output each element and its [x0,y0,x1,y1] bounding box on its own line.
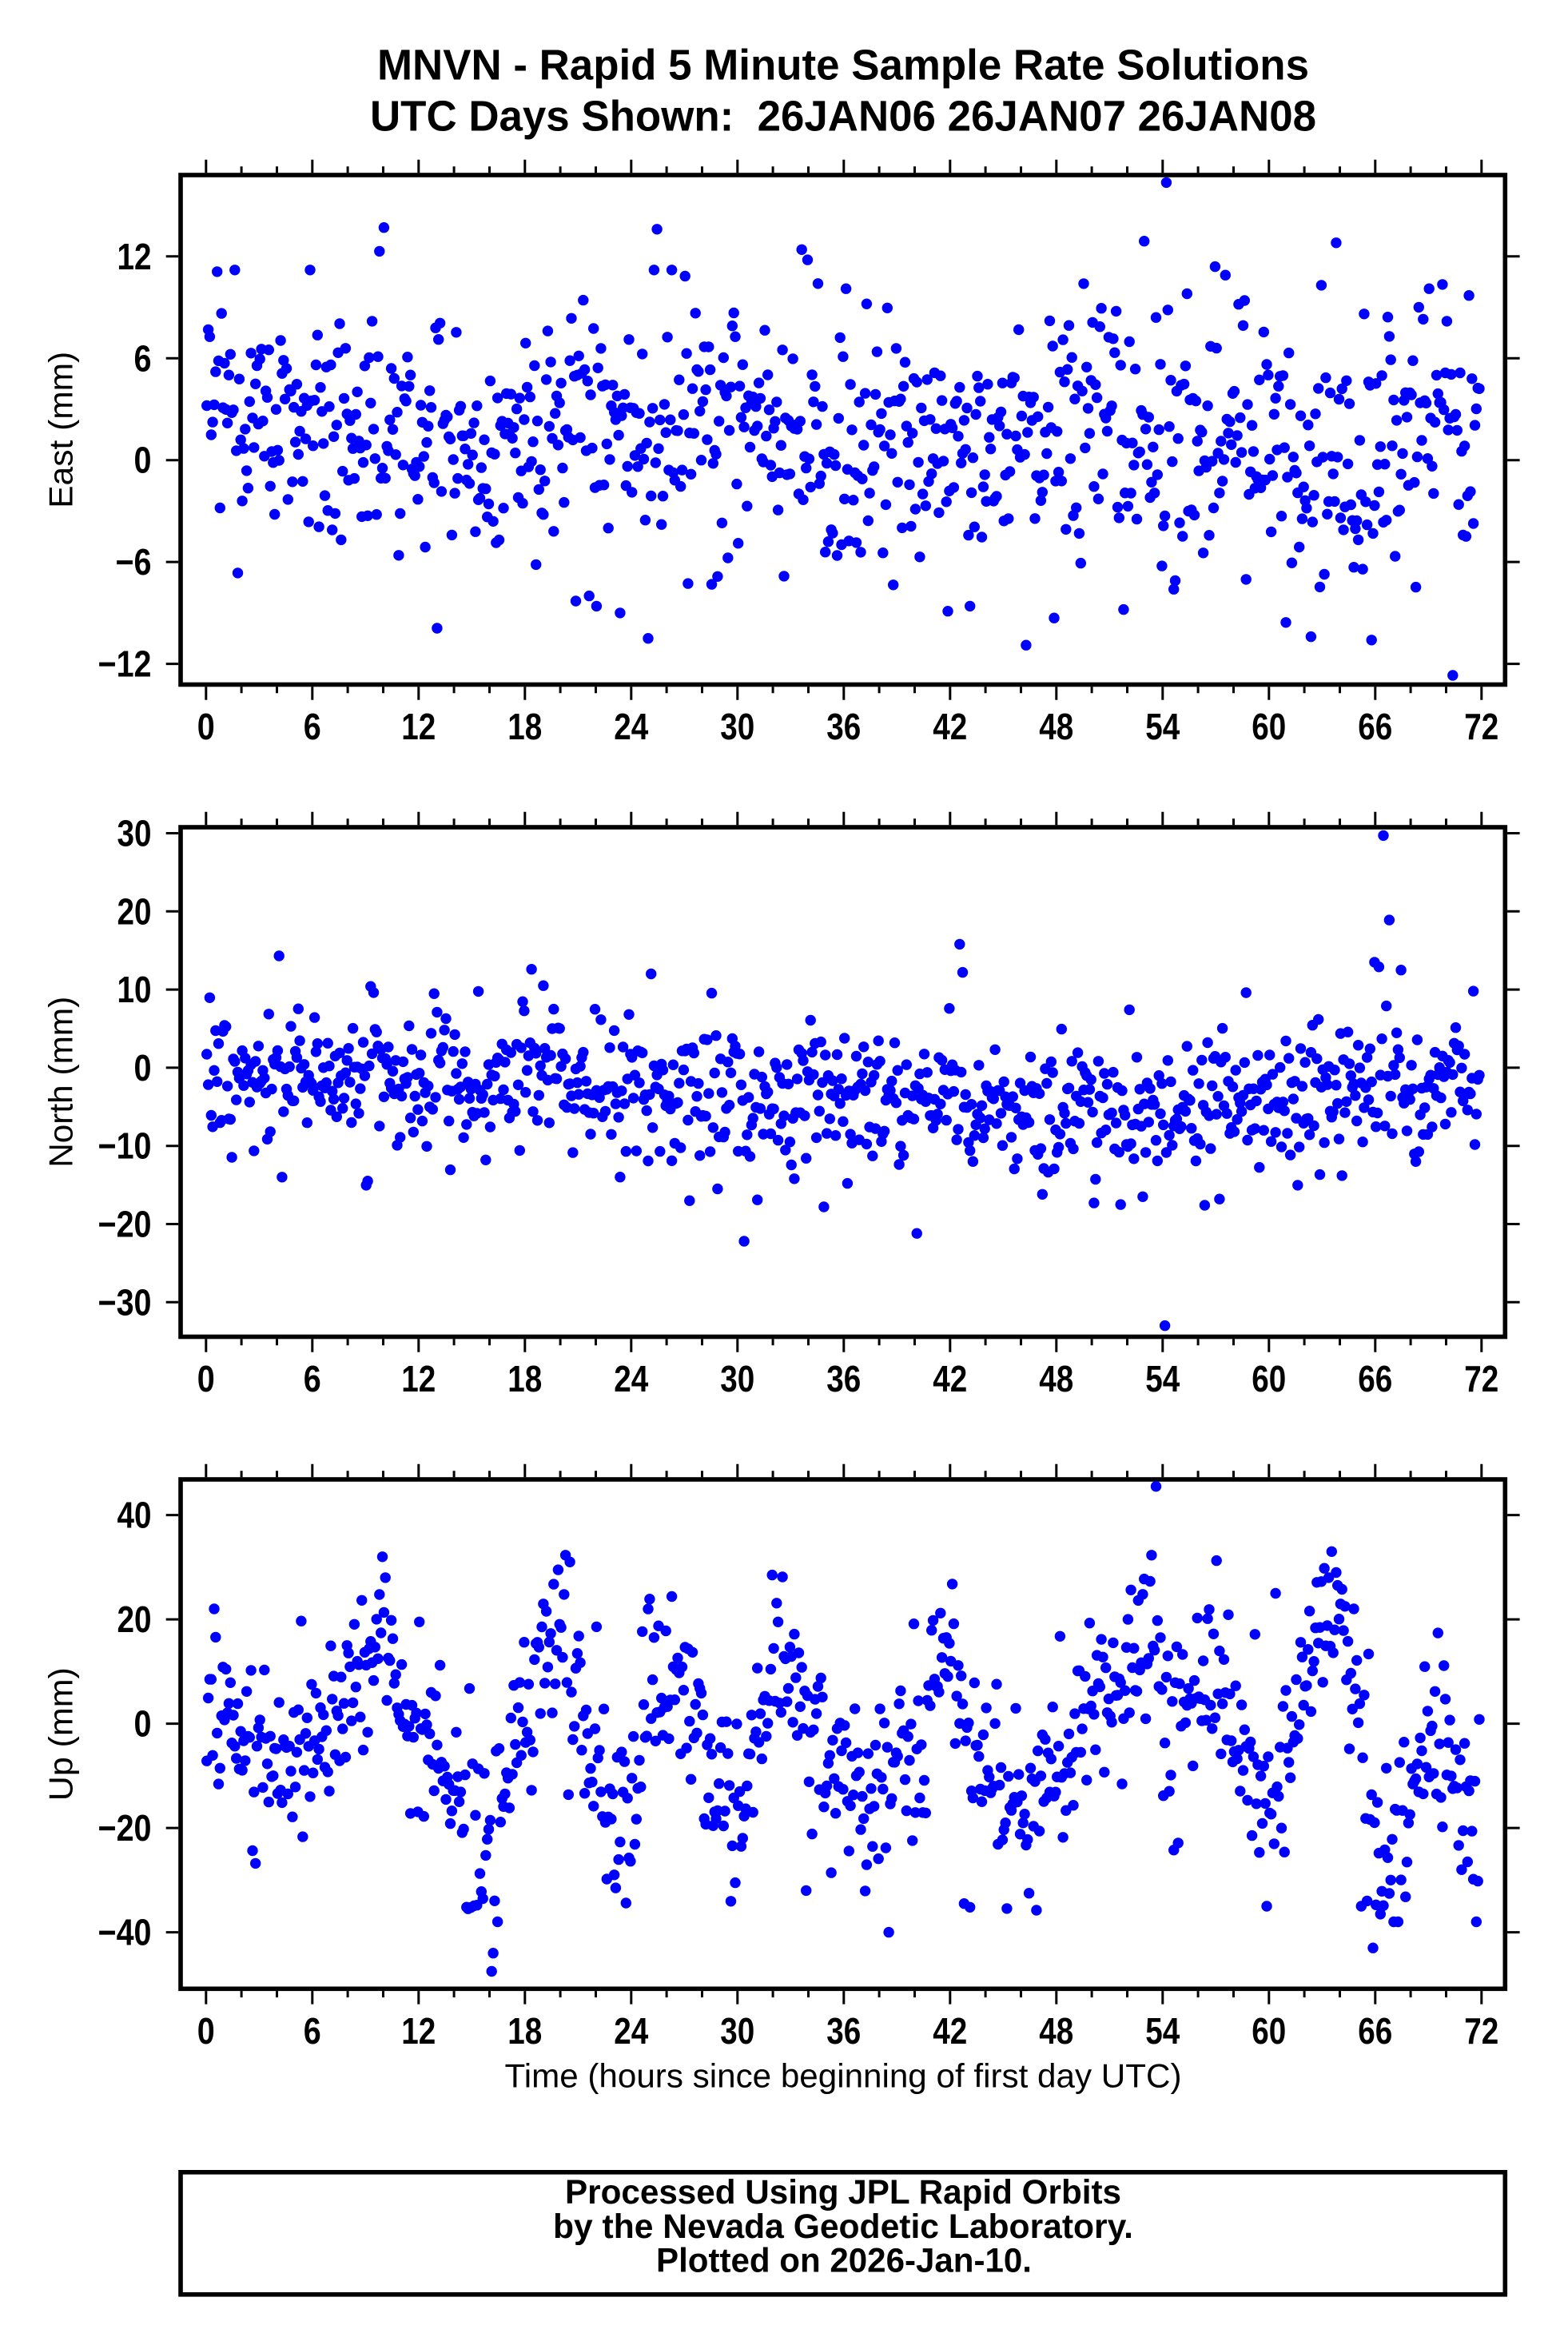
svg-text:30: 30 [117,813,152,854]
svg-text:54: 54 [1145,706,1180,747]
svg-text:Up (mm): Up (mm) [42,1667,80,1801]
svg-text:MNVN - Rapid 5 Minute Sample R: MNVN - Rapid 5 Minute Sample Rate Soluti… [377,42,1309,90]
svg-text:0: 0 [134,1703,152,1745]
svg-text:20: 20 [117,1599,152,1640]
svg-text:6: 6 [134,337,152,379]
svg-text:24: 24 [614,1358,648,1399]
svg-text:60: 60 [1252,1358,1286,1399]
svg-text:by the Nevada Geodetic Laborat: by the Nevada Geodetic Laboratory. [553,2208,1133,2246]
svg-text:72: 72 [1464,706,1498,747]
svg-text:−6: −6 [116,541,152,583]
svg-text:UTC Days Shown: 26JAN06 26JAN: UTC Days Shown: 26JAN06 26JAN07 26JAN08 [370,92,1316,140]
svg-text:0: 0 [197,706,215,747]
svg-text:12: 12 [117,236,152,277]
svg-text:18: 18 [507,2010,542,2052]
svg-text:−20: −20 [98,1807,152,1849]
svg-text:30: 30 [720,1358,754,1399]
svg-text:54: 54 [1145,1358,1180,1399]
svg-text:60: 60 [1252,2010,1286,2052]
svg-text:East (mm): East (mm) [42,352,80,508]
svg-text:24: 24 [614,2010,648,2052]
svg-text:18: 18 [507,1358,542,1399]
svg-text:36: 36 [826,1358,861,1399]
svg-text:60: 60 [1252,706,1286,747]
svg-text:24: 24 [614,706,648,747]
svg-text:18: 18 [507,706,542,747]
svg-text:−30: −30 [98,1281,152,1323]
svg-text:−12: −12 [98,643,152,685]
svg-text:Time (hours since beginning of: Time (hours since beginning of first day… [505,2057,1182,2095]
svg-text:54: 54 [1145,2010,1180,2052]
svg-text:40: 40 [117,1495,152,1536]
svg-text:6: 6 [304,706,321,747]
svg-text:0: 0 [134,1047,152,1089]
svg-text:48: 48 [1039,2010,1073,2052]
svg-text:36: 36 [826,706,861,747]
svg-text:6: 6 [304,2010,321,2052]
svg-text:72: 72 [1464,1358,1498,1399]
svg-text:30: 30 [720,706,754,747]
svg-text:−40: −40 [98,1912,152,1953]
svg-text:6: 6 [304,1358,321,1399]
svg-text:42: 42 [933,706,967,747]
svg-text:30: 30 [720,2010,754,2052]
svg-text:20: 20 [117,890,152,932]
svg-text:42: 42 [933,2010,967,2052]
svg-text:0: 0 [134,440,152,481]
svg-text:66: 66 [1358,2010,1392,2052]
svg-text:Processed Using JPL Rapid Orbi: Processed Using JPL Rapid Orbits [565,2174,1121,2212]
svg-text:66: 66 [1358,1358,1392,1399]
svg-text:Plotted on 2026-Jan-10.: Plotted on 2026-Jan-10. [656,2242,1032,2279]
svg-text:−20: −20 [98,1204,152,1245]
svg-text:12: 12 [401,1358,436,1399]
svg-text:−10: −10 [98,1125,152,1167]
svg-text:12: 12 [401,2010,436,2052]
svg-text:36: 36 [826,2010,861,2052]
svg-text:0: 0 [197,2010,215,2052]
svg-text:72: 72 [1464,2010,1498,2052]
svg-text:48: 48 [1039,706,1073,747]
svg-text:42: 42 [933,1358,967,1399]
svg-text:10: 10 [117,969,152,1010]
svg-text:0: 0 [197,1358,215,1399]
svg-text:66: 66 [1358,706,1392,747]
svg-text:48: 48 [1039,1358,1073,1399]
svg-text:12: 12 [401,706,436,747]
svg-text:North (mm): North (mm) [42,997,80,1168]
